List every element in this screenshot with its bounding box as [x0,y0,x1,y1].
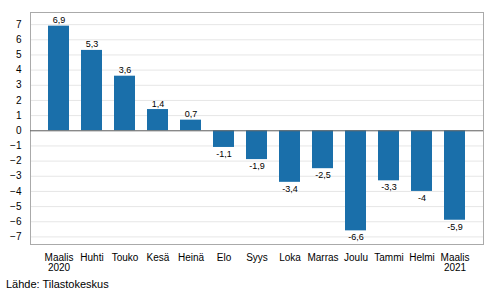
svg-text:0,7: 0,7 [185,109,198,119]
svg-text:5: 5 [16,49,22,60]
svg-text:Maalis2021: Maalis2021 [441,252,470,273]
svg-text:7: 7 [16,19,22,30]
svg-text:-2,5: -2,5 [315,170,331,180]
svg-text:-4: -4 [418,193,426,203]
svg-text:−5: −5 [10,201,22,212]
svg-text:3: 3 [16,79,22,90]
svg-text:Heinä: Heinä [178,252,205,263]
svg-text:-1,1: -1,1 [216,149,232,159]
svg-text:5,3: 5,3 [86,39,99,49]
svg-text:4: 4 [16,64,22,75]
svg-text:-5,9: -5,9 [447,222,463,232]
svg-text:Elo: Elo [217,252,232,263]
svg-text:-3,4: -3,4 [282,184,298,194]
svg-text:-1,9: -1,9 [249,161,265,171]
svg-text:Tammi: Tammi [374,252,403,263]
svg-text:Helmi: Helmi [409,252,435,263]
svg-text:−4: −4 [10,186,22,197]
svg-text:3,6: 3,6 [119,65,132,75]
svg-text:−1: −1 [10,140,22,151]
svg-text:2: 2 [16,95,22,106]
svg-text:1: 1 [16,110,22,121]
svg-text:6,9: 6,9 [53,15,66,25]
html-text:Lähde: Tilastokeskus: Lähde: Tilastokeskus [6,278,109,290]
svg-text:0: 0 [16,125,22,136]
svg-text:Marras: Marras [307,252,338,263]
svg-text:1,4: 1,4 [152,99,165,109]
svg-text:Kesä: Kesä [147,252,170,263]
svg-text:Joulu: Joulu [344,252,368,263]
svg-text:Loka: Loka [279,252,301,263]
svg-text:-6,6: -6,6 [348,232,364,242]
svg-text:Syys: Syys [246,252,268,263]
svg-text:−6: −6 [10,216,22,227]
svg-text:Maalis2020: Maalis2020 [45,252,74,273]
svg-text:−2: −2 [10,155,22,166]
svg-text:Touko: Touko [112,252,139,263]
svg-text:-3,3: -3,3 [381,182,397,192]
svg-text:Huhti: Huhti [80,252,103,263]
svg-text:6: 6 [16,34,22,45]
svg-text:−3: −3 [10,170,22,181]
svg-text:−7: −7 [10,231,22,242]
